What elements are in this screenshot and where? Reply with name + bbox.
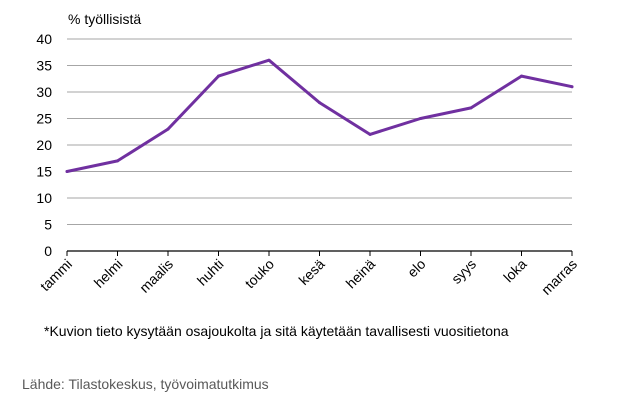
y-tick-label: 5: [44, 217, 52, 233]
x-tick-label: heinä: [343, 256, 379, 292]
data-point: [318, 101, 321, 105]
x-tick-label: touko: [242, 256, 278, 292]
x-tick-label: elo: [404, 256, 429, 281]
data-point: [368, 132, 372, 136]
x-tick-labels: tammi helmi maalis huhti touko kesä heinä elo sy…: [37, 251, 580, 298]
y-tick-label: 35: [36, 58, 52, 74]
y-tick-label: 10: [36, 190, 52, 206]
x-tick-label: marras: [538, 256, 580, 298]
y-tick-label: 40: [36, 31, 52, 47]
y-tick-label: 25: [36, 111, 52, 127]
data-point: [65, 170, 69, 173]
data-point: [267, 58, 271, 62]
y-tick-label: 30: [36, 84, 52, 100]
chart-footnote: *Kuvion tieto kysytään osajoukolta ja si…: [44, 323, 509, 339]
x-tick-label: kesä: [295, 256, 327, 288]
data-point: [116, 159, 119, 163]
data-point: [520, 74, 523, 78]
data-point: [419, 117, 422, 120]
x-tick-label: huhti: [194, 256, 227, 289]
x-tick-label: loka: [500, 256, 530, 286]
y-tick-label: 15: [36, 164, 52, 180]
gridlines: [67, 38, 572, 252]
y-tick-labels: 0 5 10 15 20 25 30 35 40: [36, 31, 52, 259]
x-tick-label: tammi: [37, 256, 75, 294]
x-tick-label: maalis: [136, 256, 176, 296]
y-axis-label: % työllisistä: [68, 11, 141, 27]
data-point: [166, 127, 170, 131]
data-point: [217, 74, 220, 78]
y-tick-label: 0: [44, 243, 52, 259]
x-tick-label: helmi: [91, 256, 126, 291]
data-point: [469, 106, 473, 110]
data-point: [570, 85, 574, 89]
series-layer: [65, 58, 574, 173]
x-tick-label: syys: [448, 256, 479, 287]
line-chart: % työllisistä 0 5 10 15 20 25 30 35 40 tammi helm…: [36, 11, 580, 298]
y-tick-label: 20: [36, 137, 52, 153]
series-line: [65, 58, 574, 173]
source-note: Lähde: Tilastokeskus, työvoimatutkimus: [22, 376, 269, 392]
